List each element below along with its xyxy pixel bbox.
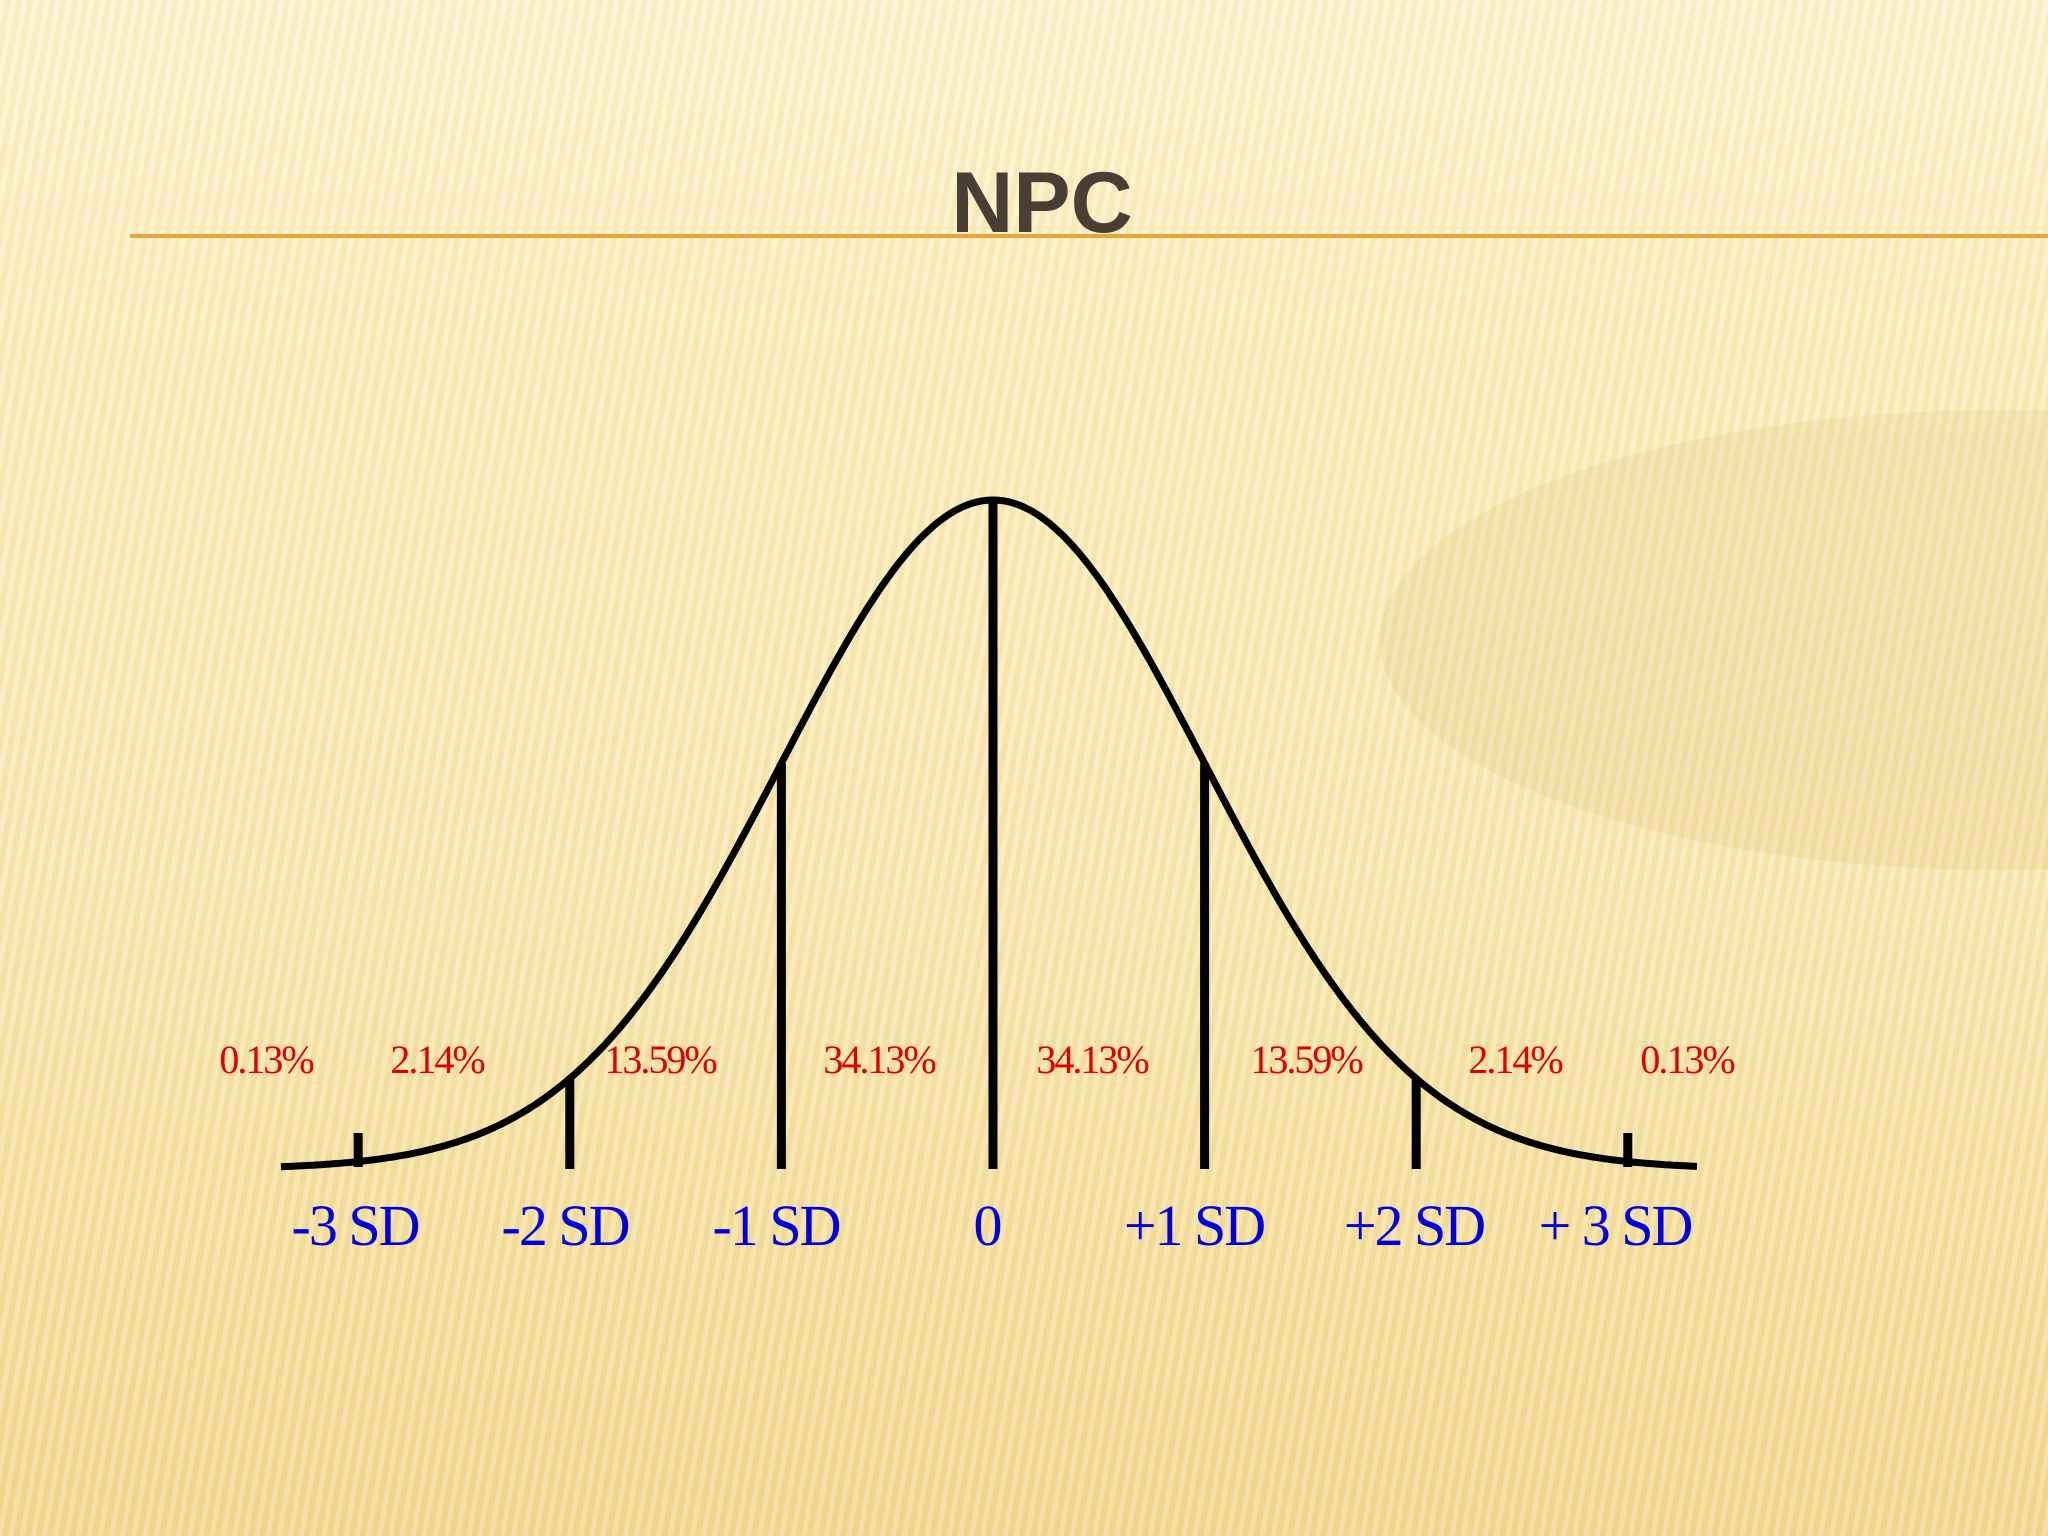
region-percentage: 2.14% <box>1468 1037 1562 1082</box>
region-percentage: 13.59% <box>604 1037 716 1082</box>
sd-label: -1 SD <box>713 1193 840 1258</box>
sd-label: +1 SD <box>1124 1193 1264 1258</box>
region-percentage: 0.13% <box>219 1037 313 1082</box>
slide-title: NPC <box>951 155 1133 251</box>
sd-label: 0 <box>974 1193 1001 1258</box>
region-percentage: 0.13% <box>1640 1037 1734 1082</box>
region-percentage: 34.13% <box>823 1037 935 1082</box>
curve-group: 0.13% 2.14% 13.59% 34.13% 34.13% 13.59% 2.14% 0… <box>219 496 1736 1258</box>
region-percentage: 34.13% <box>1036 1037 1148 1082</box>
region-percentage: 13.59% <box>1250 1037 1362 1082</box>
sd-label: + 3 SD <box>1539 1193 1692 1258</box>
sd-label: +2 SD <box>1344 1193 1484 1258</box>
sd-label: -3 SD <box>292 1193 419 1258</box>
sd-label: -2 SD <box>502 1193 629 1258</box>
background-shape <box>1380 410 2048 870</box>
region-percentage: 2.14% <box>390 1037 484 1082</box>
